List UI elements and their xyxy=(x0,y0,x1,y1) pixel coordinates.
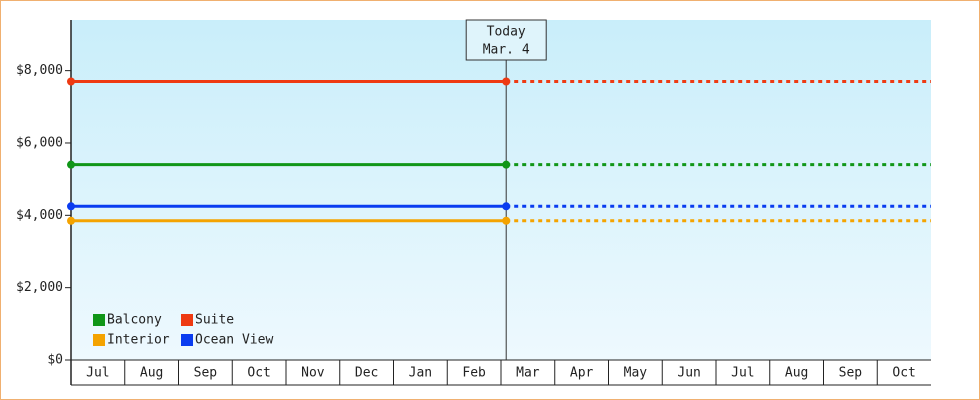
point xyxy=(67,160,75,169)
x-tick-label: Oct xyxy=(247,366,270,381)
point xyxy=(502,216,511,225)
y-tick-label: $0 xyxy=(47,353,63,368)
y-tick-label: $2,000 xyxy=(16,280,63,295)
point xyxy=(502,77,511,86)
legend-label: Interior xyxy=(107,333,170,348)
point xyxy=(67,216,75,225)
x-tick-label: Oct xyxy=(892,366,915,381)
today-title: Today xyxy=(487,25,526,40)
point xyxy=(502,160,511,169)
today-box xyxy=(465,19,547,61)
legend-label: Balcony xyxy=(107,313,162,328)
x-tick-label: Sep xyxy=(839,366,863,381)
x-tick-label: May xyxy=(624,366,648,381)
x-tick-label: Jul xyxy=(86,366,109,381)
plot-area xyxy=(71,20,931,360)
legend-label: Suite xyxy=(195,313,234,328)
x-tick-label: Feb xyxy=(462,366,486,381)
x-tick-label: Jan xyxy=(409,366,432,381)
legend-label: Ocean View xyxy=(195,333,273,348)
x-tick-label: Dec xyxy=(355,366,378,381)
point xyxy=(502,202,511,211)
legend-swatch xyxy=(93,314,105,326)
x-tick-label: Aug xyxy=(140,366,163,381)
x-tick-label: Jun xyxy=(677,366,700,381)
legend-swatch xyxy=(181,314,193,326)
x-tick-label: Sep xyxy=(194,366,218,381)
y-tick-label: $8,000 xyxy=(16,63,63,78)
today-date: Mar. 4 xyxy=(483,43,530,58)
y-tick-label: $6,000 xyxy=(16,135,63,150)
legend-swatch xyxy=(93,334,105,346)
legend-swatch xyxy=(181,334,193,346)
x-tick-label: Jul xyxy=(731,366,754,381)
x-tick-label: Nov xyxy=(301,366,325,381)
point xyxy=(67,202,75,211)
x-tick-label: Aug xyxy=(785,366,808,381)
x-tick-label: Mar xyxy=(516,366,540,381)
y-tick-label: $4,000 xyxy=(16,208,63,223)
point xyxy=(67,77,75,86)
x-tick-label: Apr xyxy=(570,366,594,381)
